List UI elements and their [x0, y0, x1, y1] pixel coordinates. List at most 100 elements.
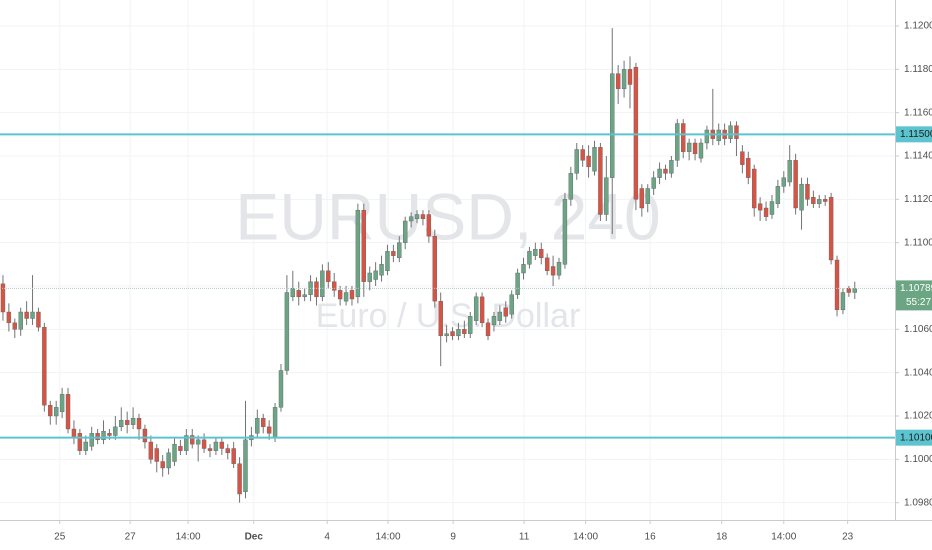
candle-body	[692, 142, 698, 155]
y-tick-label: 1.10600	[904, 324, 932, 335]
candle-body	[509, 294, 514, 315]
y-tick-label: 1.10200	[904, 411, 932, 422]
x-tick-label: 25	[54, 532, 66, 543]
candle-body	[379, 264, 384, 276]
candle-body	[805, 183, 810, 200]
candle-body	[255, 417, 260, 434]
x-tick-label: 11	[519, 532, 530, 543]
y-tick-label: 1.10000	[904, 454, 932, 465]
candle-body	[574, 149, 579, 174]
watermark-title: EURUSD, 240	[235, 179, 661, 253]
candle-body	[811, 196, 816, 204]
candle-body	[681, 123, 686, 152]
candle-body	[36, 311, 41, 328]
candle-body	[385, 251, 390, 272]
x-tick-label: 4	[324, 532, 330, 543]
y-tick-label: 1.11600	[904, 107, 932, 118]
candle-body	[290, 287, 296, 298]
candle-body	[237, 463, 242, 495]
x-tick-label: 18	[716, 532, 728, 543]
candle-body	[728, 125, 733, 139]
candle-body	[314, 281, 319, 298]
price-line-label-box	[896, 126, 932, 143]
candle-body	[473, 296, 479, 321]
candle-body	[107, 433, 112, 436]
y-tick-label: 1.09800	[904, 497, 932, 508]
candle-body	[775, 186, 781, 204]
candle-body	[30, 311, 35, 319]
candle-body	[787, 160, 792, 183]
candle-body	[77, 433, 83, 451]
candle-body	[343, 292, 349, 302]
candle-body	[219, 441, 225, 449]
candle-body	[326, 270, 331, 282]
candle-body	[195, 439, 201, 445]
candle-body	[12, 322, 17, 330]
candle-body	[822, 199, 828, 202]
watermark-subtitle: Euro / U.S. Dollar	[316, 297, 581, 335]
candle-body	[556, 261, 562, 276]
candle-body	[320, 270, 325, 298]
candle-body	[610, 73, 615, 178]
candle-body	[444, 333, 449, 337]
candle-body	[160, 461, 165, 469]
candle-body	[669, 160, 674, 174]
candle-body	[207, 448, 213, 451]
candle-body	[83, 441, 88, 451]
candle-body	[261, 417, 266, 428]
x-tick-label: 14:00	[176, 532, 201, 543]
candle-body	[598, 147, 603, 215]
y-tick-label: 1.10400	[904, 367, 932, 378]
candle-body	[178, 446, 183, 451]
candle-body	[101, 430, 106, 441]
candle-body	[284, 292, 290, 371]
price-line-label: 1.10100	[900, 432, 932, 443]
candle-body	[373, 270, 378, 280]
candle-body	[734, 125, 739, 139]
candle-body	[521, 264, 526, 274]
candle-body	[817, 199, 822, 204]
x-tick-label: 14:00	[771, 532, 796, 543]
candle-body	[533, 248, 538, 256]
candle-body	[89, 433, 94, 447]
candle-body	[272, 407, 278, 438]
candle-body	[391, 251, 396, 256]
price-line-label: 1.11500	[900, 129, 932, 140]
x-tick-label: 14:00	[376, 532, 401, 543]
candle-body	[113, 426, 118, 436]
candle-body	[95, 433, 100, 441]
candle-body	[834, 259, 840, 311]
y-tick-label: 1.11400	[904, 151, 932, 162]
candle-body	[184, 435, 189, 451]
candle-body	[349, 290, 355, 300]
candle-body	[686, 142, 692, 152]
candle-body	[568, 173, 574, 200]
candle-body	[657, 168, 662, 178]
candle-body	[0, 283, 6, 313]
candle-body	[485, 322, 491, 337]
candle-body	[746, 157, 751, 178]
candle-body	[403, 220, 408, 243]
x-tick-label: 14:00	[573, 532, 598, 543]
candle-body	[539, 248, 544, 259]
x-tick-label: 16	[645, 532, 657, 543]
candle-body	[852, 288, 857, 293]
candle-body	[296, 290, 301, 298]
candle-body	[124, 420, 130, 425]
candle-body	[621, 69, 627, 90]
candle-body	[332, 281, 337, 291]
candle-body	[497, 311, 503, 321]
candle-body	[615, 73, 621, 90]
candle-body	[604, 177, 609, 215]
candle-body	[438, 300, 443, 337]
y-tick-label: 1.11200	[904, 194, 932, 205]
candle-body	[450, 331, 455, 337]
candle-body	[468, 316, 473, 334]
candle-body	[645, 188, 650, 204]
candle-body	[59, 394, 65, 412]
candle-body	[119, 420, 124, 428]
candle-body	[355, 209, 361, 298]
x-tick-label: 9	[450, 532, 456, 543]
